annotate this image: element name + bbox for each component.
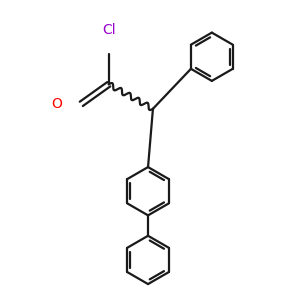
Text: Cl: Cl bbox=[102, 23, 116, 37]
Text: O: O bbox=[51, 97, 62, 111]
